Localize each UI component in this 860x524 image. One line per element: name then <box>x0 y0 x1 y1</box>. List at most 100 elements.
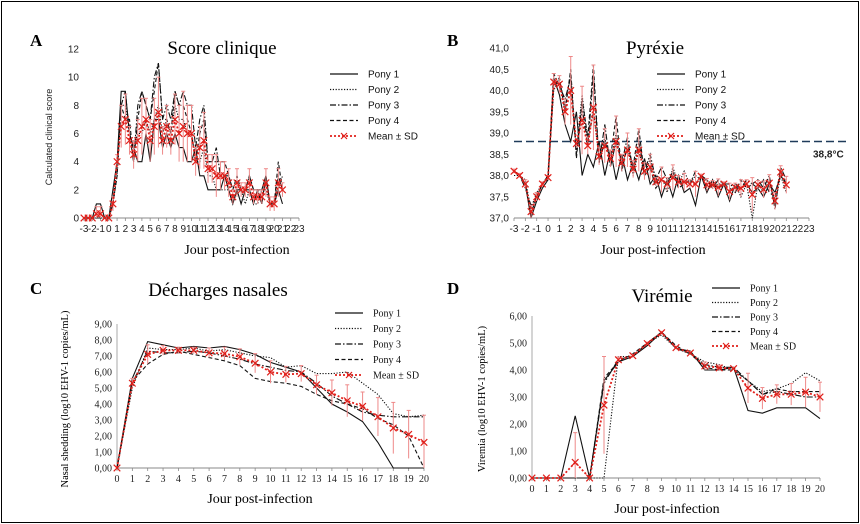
panel-b-mean-marker <box>527 207 535 216</box>
panel-b-mean-marker <box>544 173 552 182</box>
panel-c-mean-marker <box>374 413 382 421</box>
panel-b-xtick-label: 20 <box>769 224 781 235</box>
panel-c-mean-marker <box>143 350 152 359</box>
panel-a-xtick-label: -1 <box>96 224 105 235</box>
panel-b-xtick-label: 10 <box>656 224 668 235</box>
panel-a-xtick-label: 13 <box>211 224 223 235</box>
panel-b-legend-label: Pony 2 <box>695 85 727 96</box>
panel-b-mean-marker <box>640 167 649 175</box>
panel-b-mean-marker <box>669 173 677 182</box>
panel-d-mean-marker <box>643 339 651 348</box>
panel-a-xtick-label: 6 <box>156 224 162 235</box>
panel-c-mean-marker <box>251 359 259 367</box>
panel-b-ytick-label: 37,5 <box>490 192 510 203</box>
panel-a-mean-marker <box>134 136 142 145</box>
panel-b-mean-marker <box>595 152 603 161</box>
panel-a-mean-marker <box>200 136 208 145</box>
panel-a-ylabel: Calculated clinical score <box>44 89 54 186</box>
panel-d-ytick-label: 6,00 <box>510 312 528 323</box>
panel-b-series-pony-1 <box>513 77 787 219</box>
panel-b-mean-marker <box>742 180 751 188</box>
panel-b-mean-marker <box>601 142 609 150</box>
panel-c-legend-label: Mean ± SD <box>373 371 419 382</box>
panel-c-xtick-label: 11 <box>281 474 291 485</box>
panel-c-xtick-label: 12 <box>296 474 306 485</box>
panel-c-ytick-label: 2,00 <box>95 432 113 443</box>
panel-d-mean-marker <box>773 390 781 399</box>
panel-d-xtick-label: 2 <box>558 484 563 495</box>
panel-b-mean-marker <box>782 181 791 189</box>
panel-c-mean-marker <box>113 464 121 472</box>
panel-d-mean-marker <box>686 349 695 357</box>
panel-c-xtick-label: 2 <box>145 474 150 485</box>
panel-d-xtick-label: 17 <box>772 484 782 495</box>
panel-a-xtick-label: 1 <box>114 224 120 235</box>
panel-a-mean-marker <box>262 179 270 187</box>
panel-a-mean-marker <box>233 179 241 187</box>
panel-a-xtick-label: 9 <box>180 224 186 235</box>
panel-b-xtick-label: 2 <box>568 224 574 235</box>
panel-b-xtick-label: 17 <box>735 224 747 235</box>
panel-c-mean-marker <box>420 438 428 447</box>
panel-b-legend-label: Pony 1 <box>695 70 727 81</box>
panel-c-xtick-label: 10 <box>266 474 276 485</box>
panel-d-series-pony-4 <box>532 331 820 479</box>
panel-b-mean-marker <box>759 185 768 194</box>
panel-d-mean-marker <box>557 474 565 482</box>
panel-a-mean-marker <box>274 179 283 187</box>
panel-a-ytick-label: 8 <box>73 101 79 112</box>
panel-d-xtick-label: 0 <box>530 484 535 495</box>
panel-b-xtick-label: 9 <box>647 224 653 235</box>
panel-b-mean-marker <box>674 178 683 186</box>
panel-d-legend-label: Pony 2 <box>750 298 778 309</box>
panel-b-xtick-label: 13 <box>690 224 702 235</box>
panel-d-xtick-label: 10 <box>671 484 681 495</box>
panel-b-series-pony-2 <box>514 73 787 219</box>
panel-a-mean-marker <box>142 115 150 124</box>
panel-b-mean-marker <box>584 142 592 150</box>
panel-a-xtick-label: 20 <box>269 224 281 235</box>
panel-a-mean-marker <box>113 157 121 166</box>
panel-c-xtick-label: 17 <box>373 474 383 485</box>
panel-b-xtick-label: 21 <box>781 224 793 235</box>
panel-a-mean-marker <box>129 150 138 159</box>
panel-a-mean-marker <box>179 122 187 131</box>
panel-a-xtick-label: 10 <box>186 224 198 235</box>
panel-a-xtick-label: 4 <box>139 224 145 235</box>
panel-b-xtick-label: 22 <box>792 224 804 235</box>
panel-d-ytick-label: 4,00 <box>510 366 528 377</box>
panel-c-xtick-label: 16 <box>358 474 368 485</box>
panel-a-mean-marker <box>158 136 167 145</box>
panel-a-xtick-label: 12 <box>202 224 214 235</box>
panel-d-mean-marker <box>715 364 723 372</box>
panel-a-mean-marker <box>125 136 134 145</box>
panel-c-ylabel: Nasal shedding (log10 EHV-1 copies/mL) <box>60 310 71 487</box>
panel-c-title: Décharges nasales <box>148 280 287 301</box>
panel-a-mean-marker <box>229 193 237 201</box>
panel-b-mean-marker <box>686 180 694 188</box>
panel-a-xtick-label: 23 <box>293 224 305 235</box>
panel-a-xtick-label: 15 <box>227 224 239 235</box>
panel-d-mean-marker <box>801 388 810 396</box>
panel-d-mean-marker <box>629 351 637 360</box>
panel-a-mean-marker <box>109 200 117 208</box>
panel-b-ytick-label: 38,5 <box>490 150 510 161</box>
panel-b-xtick-label: 7 <box>625 224 631 235</box>
panel-c-xtick-label: 14 <box>327 474 337 485</box>
panel-b-mean-marker <box>657 176 666 184</box>
panel-c-xtick-label: 20 <box>419 474 429 485</box>
panel-c-mean-marker <box>297 369 305 378</box>
panel-d-mean-marker <box>571 458 579 467</box>
panel-a-mean-marker <box>138 122 146 131</box>
panel-b-series-mean-sd <box>513 80 788 215</box>
panel-b-xtick-label: 18 <box>747 224 759 235</box>
panel-b-mean-marker <box>618 159 626 167</box>
panel-d-xtick-label: 11 <box>686 484 696 495</box>
panel-b-legend-label: Mean ± SD <box>695 132 745 143</box>
panel-c-xlabel: Jour post-infection <box>207 492 312 507</box>
panel-c-mean-marker <box>328 389 336 397</box>
panel-c-mean-marker <box>312 381 321 389</box>
panel-c-mean-marker <box>190 346 198 355</box>
panel-d-xtick-label: 18 <box>786 484 796 495</box>
